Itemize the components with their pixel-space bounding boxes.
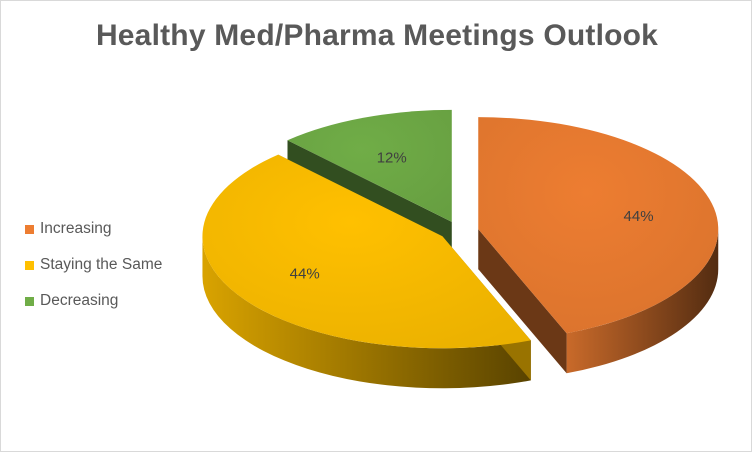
data-label-decreasing: 12% (377, 149, 407, 166)
legend-swatch-decreasing (25, 296, 34, 306)
pie-slice-increasing (478, 117, 719, 334)
data-label-staying-the-same: 44% (290, 265, 320, 282)
pie-cut-face-0-1 (478, 229, 567, 374)
pie-slice-staying-the-same (202, 154, 531, 349)
legend-label-staying-the-same: Staying the Same (40, 256, 163, 273)
pie-labels: 44% 44% 12% (290, 149, 654, 282)
data-label-increasing: 44% (624, 208, 654, 225)
legend: Increasing Staying the Same Decreasing (25, 211, 162, 319)
pie-side-1-0 (202, 236, 531, 389)
legend-label-decreasing: Decreasing (40, 292, 119, 309)
legend-swatch-increasing (25, 224, 34, 234)
legend-label-increasing: Increasing (40, 220, 112, 237)
legend-item-staying-the-same: Staying the Same (25, 247, 162, 283)
legend-item-decreasing: Decreasing (25, 283, 162, 319)
legend-item-increasing: Increasing (25, 211, 162, 247)
legend-swatch-staying-the-same (25, 260, 34, 270)
pie-tops (202, 109, 719, 349)
pie-side-0-0 (566, 229, 719, 374)
pie-slice-decreasing (287, 109, 452, 222)
chart-title: Healthy Med/Pharma Meetings Outlook (95, 19, 659, 52)
